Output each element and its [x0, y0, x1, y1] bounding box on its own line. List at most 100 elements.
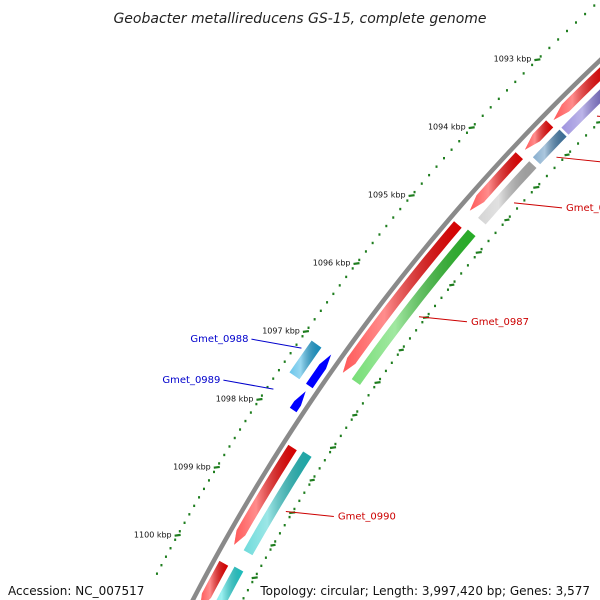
track-dot [489, 106, 492, 109]
scale-tick [353, 262, 360, 266]
track-dot [345, 426, 348, 429]
cds-arrow-shading [524, 120, 554, 150]
track-dot [539, 55, 542, 58]
track-dot [413, 190, 416, 194]
track-dot [553, 166, 556, 170]
track-dot [561, 158, 564, 161]
track-dot [274, 540, 277, 543]
track-dot [255, 572, 258, 576]
outer-dotted-track [242, 126, 596, 600]
track-dot [428, 173, 431, 177]
track-dot [293, 507, 296, 511]
scale-tick [270, 543, 276, 547]
tick-label: 1100 kbp [134, 530, 172, 539]
gene-block-shading [478, 161, 537, 225]
track-dot [494, 231, 497, 235]
gene-label[interactable]: Gmet_0988 [190, 334, 248, 345]
gene-label[interactable]: Gmet_0990 [338, 512, 396, 523]
track-dot [408, 337, 411, 340]
track-dot [434, 304, 437, 308]
track-dot [178, 530, 181, 533]
track-dot [334, 442, 337, 446]
track-dot [329, 450, 332, 454]
track-dot [593, 4, 596, 7]
scale-tick [398, 348, 404, 352]
track-dot [530, 191, 533, 194]
track-dot [155, 572, 158, 575]
track-dot [458, 140, 461, 143]
track-dot [557, 38, 560, 41]
track-dot [446, 288, 449, 291]
track-dot [198, 496, 201, 499]
kbp-tick-scale: 1093 kbp 1094 kbp 1095 kbp 1096 kbp 1097 kbp… [134, 55, 600, 580]
track-dot [584, 12, 587, 16]
track-dot [522, 72, 525, 75]
track-dot [223, 453, 226, 457]
track-dot [319, 309, 322, 313]
scale-tick [302, 329, 310, 333]
cds-arrow-shading [342, 221, 462, 373]
track-dot [465, 131, 468, 134]
gene-block-shading [561, 89, 600, 135]
cds-arrow-shading [553, 67, 600, 120]
track-dot [450, 148, 453, 151]
track-dot [440, 296, 443, 300]
track-dot [283, 524, 286, 527]
track-dot [338, 284, 341, 287]
track-dot [523, 199, 526, 202]
track-dot [307, 326, 310, 329]
scale-tick [256, 397, 263, 401]
scale-tick [468, 126, 475, 130]
track-dot [160, 563, 163, 567]
track-dot [350, 418, 353, 421]
track-dot [326, 301, 329, 304]
track-dot [303, 491, 306, 494]
scale-tick [408, 194, 415, 198]
tick-label: 1097 kbp [262, 326, 300, 335]
gene-label-leader [556, 156, 600, 163]
cds-arrow-reverse [289, 391, 306, 413]
accession-text: Accession: NC_007517 [8, 584, 145, 598]
track-dot [453, 280, 456, 283]
gene-block-shading [289, 340, 322, 380]
track-dot [480, 247, 483, 251]
track-dot [545, 174, 548, 178]
track-dot [473, 123, 476, 126]
track-dot [378, 233, 381, 236]
track-dot [577, 142, 580, 145]
track-dot [188, 513, 191, 516]
gene-label[interactable]: Gmet_0986 [566, 203, 600, 214]
track-dot [399, 207, 402, 211]
gene-label-leader [418, 316, 468, 323]
genome-backbone [190, 57, 600, 600]
track-dot [473, 256, 476, 259]
track-dot [169, 547, 172, 550]
gene-label[interactable]: Gmet_0987 [471, 317, 529, 328]
page-title: Geobacter metallireducens GS-15, complet… [113, 11, 486, 27]
track-dot [427, 312, 430, 316]
track-dot [420, 182, 423, 185]
tick-label: 1096 kbp [313, 259, 351, 268]
gene-label[interactable]: Gmet_0989 [162, 375, 220, 386]
track-dot [246, 588, 249, 592]
cds-arrow-reverse [306, 354, 332, 389]
track-dot [295, 343, 298, 346]
track-dot [251, 580, 254, 584]
track-dot [358, 258, 361, 262]
track-dot [249, 411, 252, 414]
scale-tick [449, 283, 455, 287]
track-dot [313, 318, 316, 321]
track-dot [278, 532, 281, 535]
track-dot [283, 360, 286, 363]
track-dot [242, 597, 245, 600]
tick-label: 1094 kbp [428, 123, 466, 132]
track-dot [415, 329, 418, 332]
track-dot [396, 353, 399, 356]
track-dot [351, 267, 354, 270]
gene-labels: Gmet_0984Gmet_0985Gmet_0986Gmet_0987Gmet… [162, 115, 600, 523]
track-dot [367, 394, 370, 397]
topology-text: Topology: circular; Length: 3,997,420 bp… [260, 584, 590, 598]
track-dot [272, 377, 275, 380]
track-dot [260, 394, 263, 397]
